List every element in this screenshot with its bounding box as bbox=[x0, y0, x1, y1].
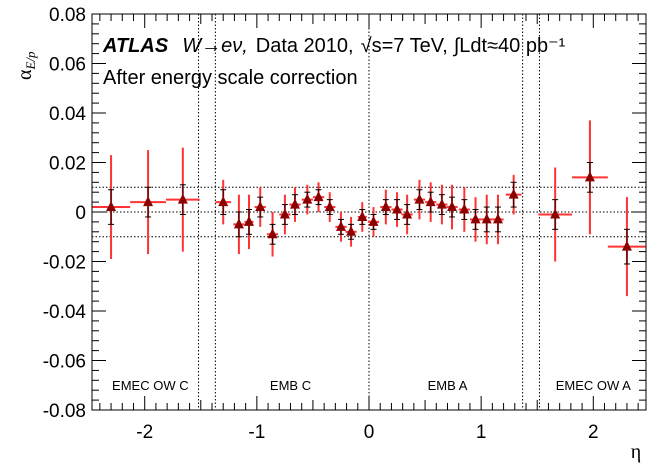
subtitle: After energy scale correction bbox=[103, 67, 358, 89]
data-point bbox=[436, 184, 448, 225]
region-labels: EMEC OW C EMB C EMB A EMEC OW A bbox=[112, 378, 631, 393]
triangle-marker bbox=[106, 201, 117, 212]
triangle-marker bbox=[289, 198, 300, 209]
dataset-label: Data 2010, bbox=[256, 35, 354, 57]
y-axis-title-subscript: E/p bbox=[23, 51, 38, 71]
channel-label: W→eν, bbox=[182, 35, 248, 57]
triangle-marker bbox=[177, 193, 188, 204]
y-axis-title: αE/p bbox=[14, 51, 38, 80]
triangle-marker bbox=[508, 188, 519, 199]
triangle-marker bbox=[279, 208, 290, 219]
triangle-marker bbox=[481, 213, 492, 224]
data-points bbox=[92, 120, 646, 297]
data-point bbox=[505, 174, 522, 215]
data-point bbox=[391, 192, 403, 227]
region-label: EMB A bbox=[428, 378, 468, 393]
triangle-marker bbox=[267, 228, 278, 239]
y-axis-title-main: α bbox=[14, 69, 36, 80]
tick-labels: -0.08 -0.06 -0.04 -0.02 0 0.02 0.04 0.06 0.08 -2 -… bbox=[43, 5, 599, 443]
data-point bbox=[538, 167, 572, 262]
data-point bbox=[312, 182, 325, 212]
triangle-marker bbox=[244, 215, 255, 226]
region-label: EMEC OW C bbox=[112, 378, 189, 393]
data-point bbox=[130, 150, 167, 255]
y-tick-label: 0.06 bbox=[49, 55, 86, 76]
y-tick-label: 0.08 bbox=[49, 5, 86, 26]
data-point bbox=[244, 194, 255, 250]
triangle-marker bbox=[335, 220, 346, 231]
triangle-marker bbox=[459, 203, 470, 214]
data-point bbox=[166, 147, 200, 252]
data-point bbox=[357, 202, 368, 232]
y-tick-label: -0.02 bbox=[43, 253, 86, 274]
data-point bbox=[446, 184, 458, 230]
data-point bbox=[413, 179, 426, 220]
triangle-marker bbox=[414, 193, 425, 204]
data-point bbox=[571, 120, 608, 235]
x-tick-label: 2 bbox=[588, 422, 599, 443]
y-tick-label: -0.04 bbox=[43, 302, 87, 323]
data-point bbox=[289, 187, 301, 222]
region-label: EMEC OW A bbox=[556, 378, 631, 393]
triangle-marker bbox=[425, 196, 436, 207]
data-point bbox=[279, 194, 291, 235]
triangle-marker bbox=[357, 210, 368, 221]
triangle-marker bbox=[492, 213, 503, 224]
triangle-marker bbox=[218, 196, 229, 207]
data-point bbox=[266, 212, 279, 257]
data-point bbox=[481, 194, 493, 245]
reference-lines bbox=[92, 14, 646, 410]
x-tick-label: -1 bbox=[248, 422, 265, 443]
triangle-marker bbox=[313, 191, 324, 202]
triangle-marker bbox=[470, 213, 481, 224]
data-point bbox=[469, 197, 482, 242]
data-point bbox=[492, 194, 504, 245]
data-point bbox=[458, 187, 470, 232]
y-tick-label: 0.02 bbox=[49, 154, 86, 175]
x-tick-label: 1 bbox=[476, 422, 487, 443]
x-tick-label: -2 bbox=[136, 422, 153, 443]
x-axis-title: η bbox=[631, 441, 641, 463]
y-tick-label: 0.04 bbox=[49, 104, 86, 125]
y-tick-label: -0.06 bbox=[43, 352, 86, 373]
data-point bbox=[425, 182, 437, 222]
y-tick-label: 0 bbox=[75, 203, 86, 224]
triangle-marker bbox=[380, 201, 391, 212]
header-line: ATLAS W→eν, Data 2010, √s=7 TeV, ∫Ldt≈40 pb⁻… bbox=[102, 35, 566, 57]
x-tick-label: 0 bbox=[364, 422, 375, 443]
data-point bbox=[345, 216, 357, 247]
triangle-marker bbox=[446, 201, 457, 212]
triangle-marker bbox=[584, 171, 595, 182]
triangle-marker bbox=[255, 201, 266, 212]
axes bbox=[91, 13, 647, 411]
triangle-marker bbox=[233, 218, 244, 229]
data-point bbox=[335, 212, 347, 242]
triangle-marker bbox=[550, 208, 561, 219]
experiment-label: ATLAS bbox=[102, 35, 169, 57]
data-point bbox=[607, 197, 646, 297]
triangle-marker bbox=[324, 201, 335, 212]
triangle-marker bbox=[302, 193, 313, 204]
triangle-marker bbox=[436, 198, 447, 209]
data-point bbox=[380, 189, 392, 225]
data-point bbox=[254, 187, 266, 227]
data-point bbox=[401, 194, 413, 235]
region-label: EMB C bbox=[270, 378, 311, 393]
data-point bbox=[233, 194, 245, 255]
triangle-marker bbox=[402, 208, 413, 219]
data-point bbox=[92, 155, 131, 260]
y-tick-label: -0.08 bbox=[43, 401, 86, 422]
triangle-marker bbox=[392, 203, 403, 214]
data-point bbox=[215, 179, 232, 225]
triangle-marker bbox=[368, 215, 379, 226]
data-point bbox=[324, 192, 336, 222]
triangle-marker bbox=[143, 196, 154, 207]
lumi-label: ∫Ldt≈40 pb⁻¹ bbox=[453, 35, 566, 57]
triangle-marker bbox=[621, 240, 632, 251]
energy-label: √s=7 TeV, bbox=[361, 35, 448, 57]
data-point bbox=[367, 207, 380, 237]
triangle-marker bbox=[346, 225, 357, 236]
data-point bbox=[301, 184, 313, 215]
